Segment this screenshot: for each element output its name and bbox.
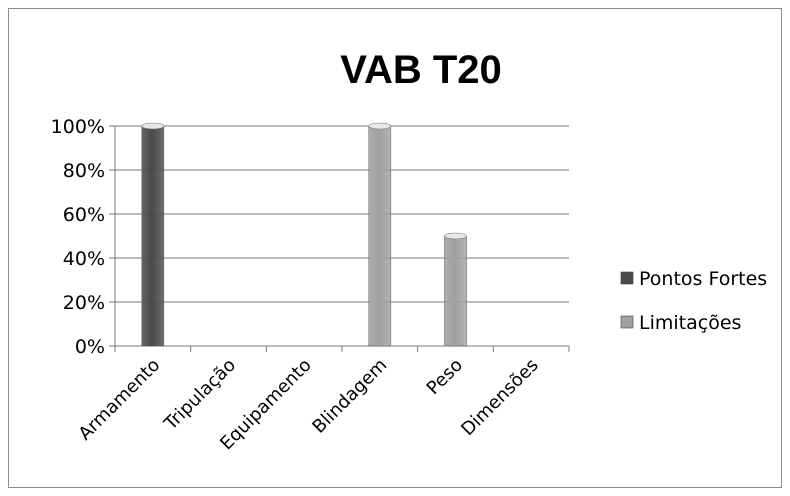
y-tick-label: 20% xyxy=(63,292,105,314)
y-tick-label: 80% xyxy=(63,160,105,182)
x-category-label: Blindagem xyxy=(308,355,391,438)
y-tick-label: 60% xyxy=(63,204,105,226)
legend-swatch xyxy=(620,271,634,285)
legend: Pontos Fortes Limitações xyxy=(620,268,767,334)
y-tick-label: 40% xyxy=(63,248,105,270)
chart-svg: VAB T20 0% 20% 40% 60% 80% 100% ArmamentoTrip… xyxy=(51,48,768,454)
x-category-label: Dimensões xyxy=(457,355,542,440)
x-category-label: Armamento xyxy=(75,355,165,445)
y-tick-label: 100% xyxy=(51,116,105,138)
chart-title: VAB T20 xyxy=(340,48,502,92)
bar-cap xyxy=(141,122,165,130)
x-category-label: Peso xyxy=(423,355,467,399)
y-tick-label: 0% xyxy=(75,336,105,358)
legend-label: Pontos Fortes xyxy=(639,268,767,290)
legend-label: Limitações xyxy=(639,312,741,334)
bars xyxy=(141,122,467,347)
chart-frame: VAB T20 0% 20% 40% 60% 80% 100% Armamento Trip… xyxy=(8,8,782,488)
bar-pontos-fortes xyxy=(141,125,165,347)
bar-limitações xyxy=(368,125,392,347)
y-axis: 0% 20% 40% 60% 80% 100% xyxy=(51,116,116,358)
legend-swatch xyxy=(620,315,634,329)
bar-cap xyxy=(368,122,392,130)
bar-limitações xyxy=(444,235,467,347)
gridlines xyxy=(115,125,569,303)
bar-cap xyxy=(444,232,467,240)
x-category-label: Tripulação xyxy=(160,355,240,435)
